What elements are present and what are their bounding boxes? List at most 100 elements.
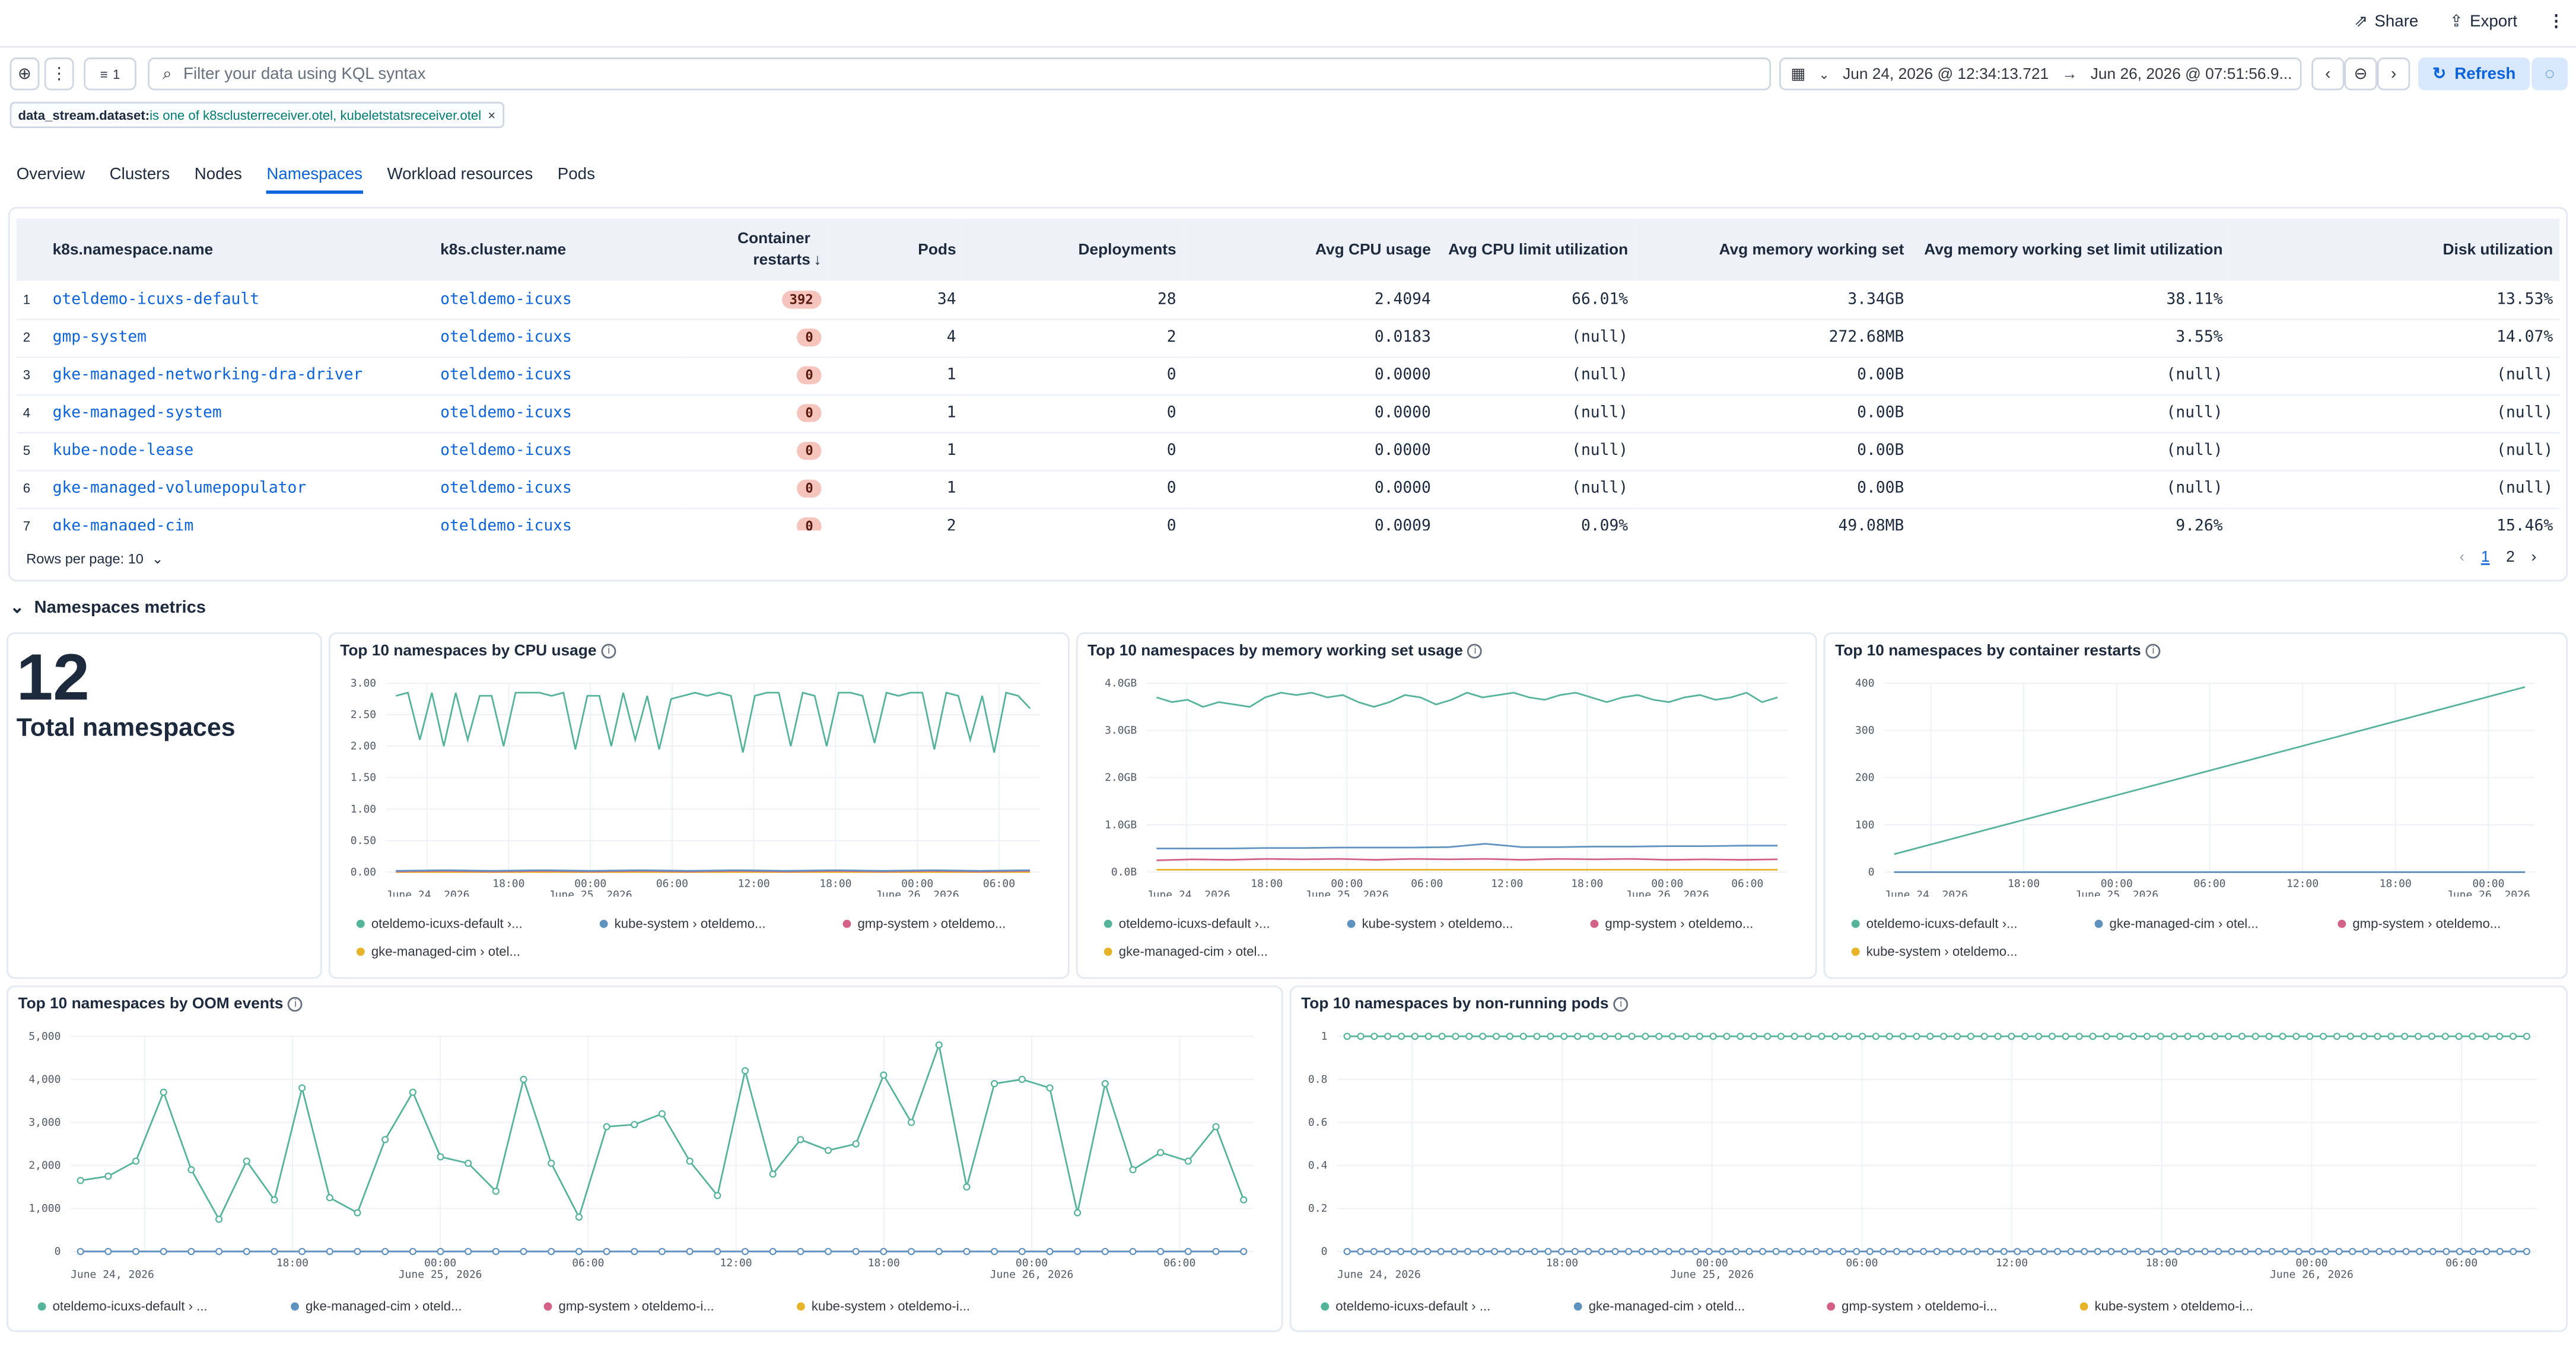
cluster-link[interactable]: oteldemo-icuxs	[440, 517, 572, 531]
namespace-link[interactable]: oteldemo-icuxs-default	[52, 290, 260, 308]
tab-clusters[interactable]: Clusters	[109, 165, 170, 184]
tab-nodes[interactable]: Nodes	[194, 165, 242, 184]
header-deployments[interactable]: Deployments	[962, 218, 1183, 281]
legend-item[interactable]: kube-system › oteldemo...	[599, 916, 766, 931]
data-point	[1750, 1033, 1758, 1040]
legend-item[interactable]: oteldemo-icuxs-default › ...	[1321, 1299, 1490, 1314]
date-start[interactable]: Jun 24, 2026 @ 12:34:13.721	[1843, 65, 2049, 83]
legend-item[interactable]: gmp-system › oteldemo-i...	[1827, 1299, 1997, 1314]
zoom-out-icon[interactable]: ⊖	[2344, 57, 2377, 91]
data-point	[1967, 1033, 1974, 1040]
namespace-link[interactable]: gke-managed-networking-dra-driver	[52, 366, 363, 384]
table-scroll[interactable]: k8s.namespace.name k8s.cluster.name Cont…	[16, 218, 2560, 531]
info-icon[interactable]: i	[288, 996, 303, 1012]
legend-item[interactable]: kube-system › oteldemo-i...	[2079, 1299, 2253, 1314]
prev-range-icon[interactable]: ‹	[2311, 57, 2345, 91]
legend-item[interactable]: gke-managed-cim › oteld...	[1573, 1299, 1745, 1314]
legend-item[interactable]: kube-system › oteldemo-i...	[797, 1299, 970, 1314]
pods-cell: 4	[828, 318, 963, 358]
table-row[interactable]: 4 gke-managed-system oteldemo-icuxs 0 1 0 0.00…	[16, 394, 2560, 433]
cluster-link[interactable]: oteldemo-icuxs	[440, 366, 572, 384]
info-icon[interactable]: i	[1613, 996, 1629, 1012]
legend-item[interactable]: gmp-system › oteldemo...	[2338, 916, 2501, 931]
header-namespace[interactable]: k8s.namespace.name	[46, 218, 434, 281]
header-disk[interactable]: Disk utilization	[2229, 218, 2560, 281]
data-point	[548, 1247, 555, 1256]
page-1[interactable]: 1	[2480, 548, 2490, 567]
memory-chart[interactable]: 0.0B 1.0GB 2.0GB 3.0GB 4.0GB June 24, 2026 18:…	[1078, 667, 1819, 897]
prev-page-icon[interactable]: ‹	[2459, 548, 2465, 567]
oom-chart[interactable]: 0 1,000 2,000 3,000 4,000 5,000 June 24, 2026 1…	[8, 1020, 1285, 1283]
header-avg-cpu[interactable]: Avg CPU usage	[1182, 218, 1438, 281]
restarts-chart[interactable]: 0 100 200 300 400 June 24, 2026 18:00 June 25, …	[1825, 667, 2569, 897]
legend-item[interactable]: gke-managed-cim › oteld...	[291, 1299, 462, 1314]
cluster-link[interactable]: oteldemo-icuxs	[440, 441, 572, 460]
table-row[interactable]: 6 gke-managed-volumepopulator oteldemo-icu…	[16, 469, 2560, 509]
date-end[interactable]: Jun 26, 2026 @ 07:51:56.9...	[2090, 65, 2292, 83]
next-page-icon[interactable]: ›	[2531, 548, 2537, 567]
data-point	[2184, 1033, 2192, 1040]
filter-pill[interactable]: data_stream.dataset: is one of k8scluste…	[9, 101, 504, 128]
tab-pods[interactable]: Pods	[557, 165, 595, 184]
legend-item[interactable]: gmp-system › oteldemo...	[842, 916, 1006, 931]
legend-item[interactable]: oteldemo-icuxs-default ›...	[356, 916, 523, 931]
table-row[interactable]: 5 kube-node-lease oteldemo-icuxs 0 1 0 0.0000 (…	[16, 432, 2560, 471]
namespace-link[interactable]: gmp-system	[52, 328, 147, 347]
table-row[interactable]: 1 oteldemo-icuxs-default oteldemo-icuxs 392…	[16, 281, 2560, 320]
table-row[interactable]: 2 gmp-system oteldemo-icuxs 0 4 2 0.0183 (null)…	[16, 318, 2560, 358]
tab-overview[interactable]: Overview	[16, 165, 85, 184]
table-row[interactable]: 7 gke-managed-cim oteldemo-icuxs 0 2 0 0.0009 0…	[16, 507, 2560, 531]
legend-item[interactable]: gke-managed-cim › otel...	[1103, 944, 1268, 959]
cluster-link[interactable]: oteldemo-icuxs	[440, 479, 572, 498]
query-menu-icon[interactable]: ⋮	[44, 57, 74, 91]
cpu-chart[interactable]: 0.00 0.50 1.00 1.50 2.00 2.50 3.00 June 24, 202…	[330, 667, 1071, 897]
legend-item[interactable]: kube-system › oteldemo...	[1851, 944, 2018, 959]
info-icon[interactable]: i	[2146, 644, 2161, 659]
filter-count-button[interactable]: ≡ 1	[84, 57, 136, 91]
header-container-restarts[interactable]: Container restarts ↓	[680, 218, 828, 281]
y-tick-label: 3.00	[351, 677, 376, 689]
table-row[interactable]: 3 gke-managed-networking-dra-driver otelde…	[16, 356, 2560, 395]
more-options-icon[interactable]: ⋮	[2548, 13, 2565, 31]
date-picker[interactable]: ▦ ⌄ Jun 24, 2026 @ 12:34:13.721 → Jun 26…	[1779, 57, 2302, 91]
namespace-link[interactable]: gke-managed-system	[52, 404, 222, 422]
namespace-link[interactable]: gke-managed-cim	[52, 517, 194, 531]
data-point	[1899, 1033, 1907, 1040]
page-2[interactable]: 2	[2506, 548, 2515, 567]
legend-item[interactable]: gmp-system › oteldemo-i...	[543, 1299, 714, 1314]
close-icon[interactable]: ×	[488, 107, 496, 123]
legend-item[interactable]: gke-managed-cim › otel...	[2094, 916, 2259, 931]
legend-item[interactable]: oteldemo-icuxs-default ›...	[1103, 916, 1270, 931]
legend-item[interactable]: oteldemo-icuxs-default › ...	[37, 1299, 208, 1314]
data-point	[1804, 1033, 1812, 1040]
header-avg-memory[interactable]: Avg memory working set	[1634, 218, 1911, 281]
legend-item[interactable]: kube-system › oteldemo...	[1347, 916, 1513, 931]
share-button[interactable]: ⇗ Share	[2354, 13, 2419, 31]
legend-item[interactable]: oteldemo-icuxs-default ›...	[1851, 916, 2018, 931]
cluster-link[interactable]: oteldemo-icuxs	[440, 328, 572, 347]
info-icon[interactable]: i	[1468, 644, 1483, 659]
legend-item[interactable]: gke-managed-cim › otel...	[356, 944, 520, 959]
namespaces-metrics-toggle[interactable]: ⌄ Namespaces metrics	[9, 597, 206, 618]
next-range-icon[interactable]: ›	[2377, 57, 2410, 91]
header-cluster[interactable]: k8s.cluster.name	[434, 218, 680, 281]
auto-refresh-icon[interactable]: ◌	[2532, 57, 2568, 91]
tab-workload-resources[interactable]: Workload resources	[387, 165, 533, 184]
namespace-link[interactable]: kube-node-lease	[52, 441, 194, 460]
non-running-chart[interactable]: 0 0.2 0.4 0.6 0.8 1 June 24, 2026 18:00 June 25,…	[1292, 1020, 2569, 1283]
info-icon[interactable]: i	[601, 644, 616, 659]
data-point	[1184, 1157, 1192, 1165]
header-avg-memory-limit[interactable]: Avg memory working set limit utilization	[1910, 218, 2230, 281]
export-button[interactable]: ⇪ Export	[2449, 13, 2518, 31]
tab-namespaces[interactable]: Namespaces	[266, 166, 362, 194]
cluster-link[interactable]: oteldemo-icuxs	[440, 290, 572, 308]
legend-item[interactable]: gmp-system › oteldemo...	[1590, 916, 1753, 931]
cluster-link[interactable]: oteldemo-icuxs	[440, 404, 572, 422]
namespace-link[interactable]: gke-managed-volumepopulator	[52, 479, 307, 498]
kql-search-input[interactable]: ⌕ Filter your data using KQL syntax	[148, 57, 1772, 91]
add-filter-icon[interactable]: ⊕	[9, 57, 40, 91]
header-avg-cpu-limit[interactable]: Avg CPU limit utilization	[1437, 218, 1635, 281]
rows-per-page-select[interactable]: Rows per page: 10 ⌄	[26, 550, 163, 568]
refresh-button[interactable]: ↻ Refresh	[2418, 57, 2530, 91]
header-pods[interactable]: Pods	[828, 218, 963, 281]
